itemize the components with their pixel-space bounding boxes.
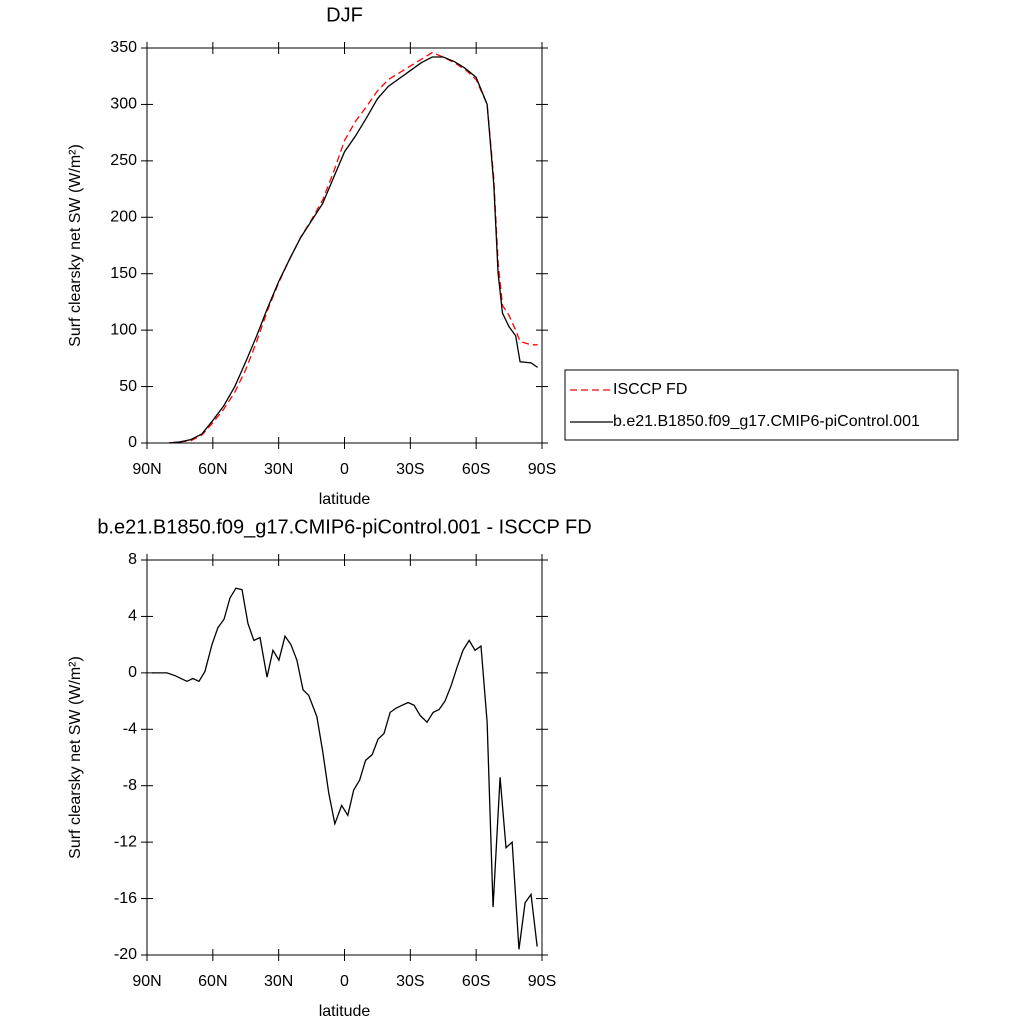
x-tick-label: 60S: [462, 461, 490, 478]
plot-frame: [146, 47, 543, 444]
y-tick-label: 250: [110, 152, 137, 169]
x-tick-label: 60N: [198, 461, 227, 478]
y-tick-label: 0: [128, 434, 137, 451]
x-axis-label: latitude: [319, 1003, 371, 1020]
x-tick-label: 90S: [528, 461, 556, 478]
x-tick-label: 90S: [528, 973, 556, 990]
x-tick-label: 0: [340, 973, 349, 990]
chart-title: DJF: [326, 4, 363, 26]
y-tick-label: 0: [128, 664, 137, 681]
y-tick-label: 50: [119, 378, 137, 395]
x-tick-label: 30N: [264, 973, 293, 990]
y-tick-label: -4: [123, 721, 137, 738]
x-tick-label: 90N: [132, 973, 161, 990]
y-axis-label: Surf clearsky net SW (W/m²): [67, 656, 84, 859]
y-tick-label: 200: [110, 209, 137, 226]
data-line: [168, 51, 538, 444]
chart-title: b.e21.B1850.f09_g17.CMIP6-piControl.001 …: [97, 516, 591, 538]
y-tick-label: -8: [123, 777, 137, 794]
y-tick-label: 4: [128, 608, 137, 625]
y-axis-label: Surf clearsky net SW (W/m²): [67, 144, 84, 347]
x-tick-label: 30N: [264, 461, 293, 478]
data-line: [152, 587, 538, 950]
data-line: [168, 56, 538, 444]
x-tick-label: 60N: [198, 973, 227, 990]
x-axis-label: latitude: [319, 491, 371, 508]
plot-frame: [146, 559, 543, 956]
x-tick-label: 90N: [132, 461, 161, 478]
x-tick-label: 30S: [396, 461, 424, 478]
legend-box: [564, 369, 959, 441]
y-tick-label: 300: [110, 96, 137, 113]
x-tick-label: 60S: [462, 973, 490, 990]
x-tick-label: 30S: [396, 973, 424, 990]
y-tick-label: -16: [114, 890, 137, 907]
y-tick-label: 100: [110, 321, 137, 338]
legend-label: ISCCP FD: [613, 381, 687, 398]
legend-label: b.e21.B1850.f09_g17.CMIP6-piControl.001: [613, 413, 920, 430]
y-tick-label: 350: [110, 39, 137, 56]
y-tick-label: 8: [128, 551, 137, 568]
y-tick-label: -12: [114, 833, 137, 850]
y-tick-label: 150: [110, 265, 137, 282]
x-tick-label: 0: [340, 461, 349, 478]
y-tick-label: -20: [114, 946, 137, 963]
